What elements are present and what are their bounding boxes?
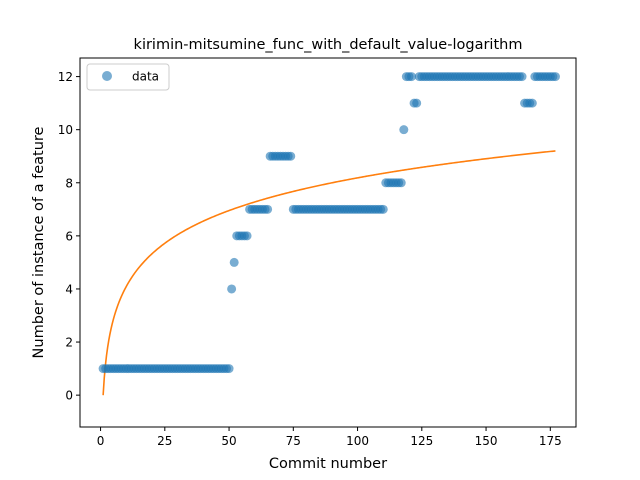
fit-line <box>102 150 556 396</box>
y-tick-label-2: 2 <box>65 336 73 350</box>
y-axis-label: Number of instance of a feature <box>31 126 47 358</box>
legend-marker <box>102 71 112 81</box>
x-tick-label-175: 175 <box>539 434 562 448</box>
data-point <box>263 204 273 214</box>
data-point <box>229 257 239 267</box>
y-tick-label-8: 8 <box>65 176 73 190</box>
x-axis-ticks: 0 25 50 75 100 125 150 175 <box>97 427 562 448</box>
data-point <box>550 72 560 82</box>
x-tick-label-75: 75 <box>286 434 301 448</box>
legend-label-data: data <box>132 70 159 84</box>
y-tick-label-0: 0 <box>65 389 73 403</box>
y-tick-label-12: 12 <box>58 70 73 84</box>
y-tick-label-4: 4 <box>65 282 73 296</box>
x-tick-label-150: 150 <box>475 434 498 448</box>
data-point <box>242 231 252 241</box>
chart-title: kirimin-mitsumine_func_with_default_valu… <box>134 37 523 53</box>
data-layer <box>98 72 560 374</box>
data-point <box>286 151 296 161</box>
data-point <box>527 98 537 108</box>
x-tick-label-25: 25 <box>157 434 172 448</box>
x-tick-label-0: 0 <box>97 434 105 448</box>
y-tick-label-6: 6 <box>65 229 73 243</box>
x-tick-label-50: 50 <box>221 434 236 448</box>
plot-area <box>98 72 560 396</box>
legend-box <box>86 63 170 91</box>
x-tick-label-100: 100 <box>346 434 369 448</box>
data-point <box>378 204 388 214</box>
legend: data <box>86 63 170 91</box>
data-point <box>517 72 527 82</box>
y-axis-ticks: 0 2 4 6 8 10 12 <box>58 70 80 403</box>
data-point <box>412 98 422 108</box>
data-point <box>407 72 417 82</box>
data-point <box>396 178 406 188</box>
data-point <box>224 364 234 374</box>
plot-frame <box>79 57 577 428</box>
data-point <box>227 284 237 294</box>
x-tick-label-125: 125 <box>410 434 433 448</box>
y-tick-label-10: 10 <box>58 123 73 137</box>
x-axis-label: Commit number <box>269 456 387 472</box>
data-point <box>399 125 409 135</box>
fit-layer <box>102 150 556 396</box>
